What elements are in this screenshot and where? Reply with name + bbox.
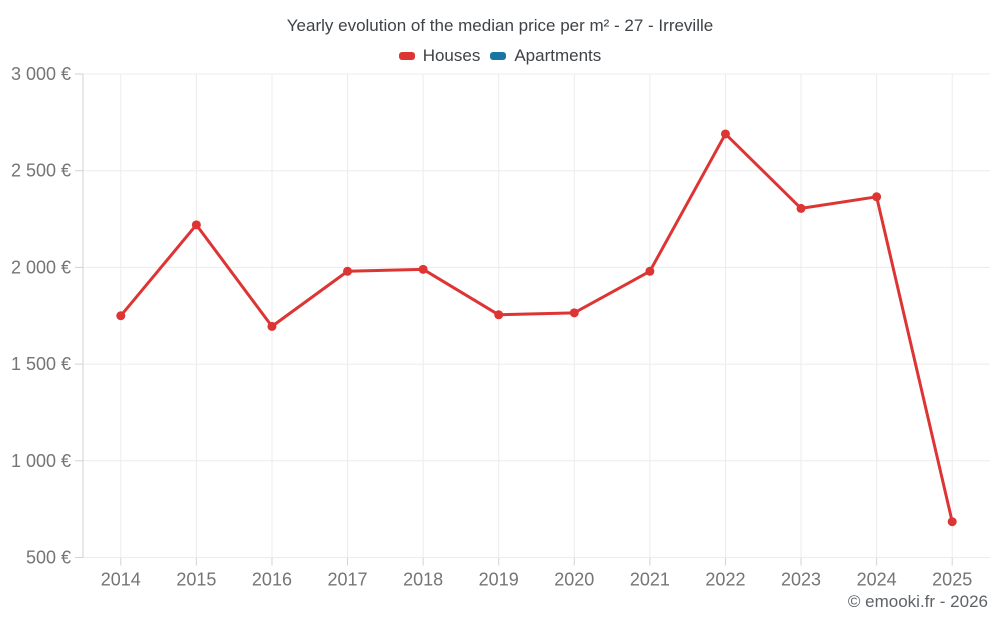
x-tick-label: 2025 [932, 570, 972, 590]
data-point-houses-2017[interactable] [343, 266, 353, 276]
data-point-houses-2023[interactable] [796, 203, 806, 213]
y-tick-label: 1 500 € [11, 354, 71, 374]
data-point-houses-2018[interactable] [418, 264, 428, 274]
x-tick-label: 2023 [781, 570, 821, 590]
x-tick-label: 2015 [176, 570, 216, 590]
x-tick-label: 2018 [403, 570, 443, 590]
y-tick-label: 500 € [26, 548, 71, 568]
y-tick-label: 3 000 € [11, 64, 71, 84]
x-tick-label: 2017 [328, 570, 368, 590]
legend-item-houses[interactable]: Houses [398, 46, 481, 66]
chart-title: Yearly evolution of the median price per… [286, 16, 714, 35]
data-point-houses-2016[interactable] [267, 321, 277, 331]
x-tick-label: 2014 [101, 570, 141, 590]
legend: Houses Apartments [0, 46, 1000, 66]
series-line-houses [119, 132, 954, 524]
y-tick-label: 2 500 € [11, 161, 71, 181]
legend-item-apartments[interactable]: Apartments [490, 46, 601, 66]
apartments-series-swatch-icon [490, 52, 507, 60]
data-point-houses-2024[interactable] [872, 192, 882, 202]
copyright-text: © emooki.fr - 2026 [847, 592, 988, 611]
data-point-houses-2022[interactable] [720, 129, 730, 139]
legend-item-label: Houses [422, 46, 481, 65]
data-point-houses-2020[interactable] [569, 308, 579, 318]
y-tick-label: 2 000 € [11, 257, 71, 277]
houses-series-swatch-icon [398, 52, 415, 60]
data-point-houses-2019[interactable] [494, 310, 504, 320]
y-tick-label: 1 000 € [11, 451, 71, 471]
x-tick-label: 2020 [554, 570, 594, 590]
x-tick-label: 2022 [705, 570, 745, 590]
x-tick-label: 2016 [252, 570, 292, 590]
legend-item-label: Apartments [514, 46, 602, 65]
x-tick-label: 2019 [479, 570, 519, 590]
data-point-houses-2015[interactable] [191, 220, 201, 230]
data-point-houses-2014[interactable] [116, 311, 126, 321]
data-point-houses-2021[interactable] [645, 266, 655, 276]
data-point-houses-2025[interactable] [947, 517, 957, 527]
x-tick-label: 2024 [857, 570, 897, 590]
x-tick-label: 2021 [630, 570, 670, 590]
